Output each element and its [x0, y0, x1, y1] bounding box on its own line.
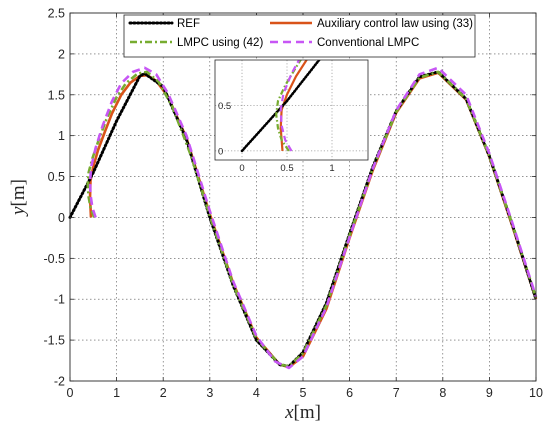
x-tick-label: 1: [113, 386, 120, 400]
legend-label: LMPC using (42): [177, 37, 263, 49]
inset-x-tick-label: 0.5: [280, 163, 293, 174]
x-axis-unit: [m]: [294, 402, 321, 423]
x-tick-label: 5: [300, 386, 307, 400]
x-tick-label: 3: [206, 386, 213, 400]
y-tick-label: 0.5: [48, 170, 65, 184]
y-axis-label: y[m]: [8, 179, 29, 217]
inset-y-tick-label: 0.5: [218, 101, 231, 112]
y-tick-label: 1: [58, 129, 65, 143]
series-line-3: [88, 66, 538, 370]
series-layer: [68, 66, 538, 370]
inset-y-tick-label: 0: [218, 146, 223, 157]
x-tick-label: 7: [393, 386, 400, 400]
x-axis-var: x: [284, 402, 294, 423]
inset-x-tick-label: 1: [329, 163, 334, 174]
y-tick-label: -0.5: [43, 252, 65, 266]
x-tick-label: 2: [160, 386, 167, 400]
x-tick-label: 8: [439, 386, 446, 400]
x-axis-label: x[m]: [284, 402, 321, 423]
y-tick-label: 0: [58, 211, 65, 225]
x-tick-label: 0: [67, 386, 74, 400]
legend-label: REF: [177, 18, 200, 30]
inset-background: [215, 60, 368, 160]
inset-series-layer: [240, 60, 321, 153]
x-tick-label: 10: [529, 386, 543, 400]
x-tick-label: 6: [346, 386, 353, 400]
inset-series-line-3: [279, 60, 301, 152]
tick-layer: 0 1 2 3 4 5 6 7 8 9 10-2-1.5-1-0.500.511.522.5: [43, 7, 543, 401]
y-tick-label: 1.5: [48, 88, 65, 102]
legend: REF Auxiliary control law using (33) LMPC …: [123, 14, 476, 58]
y-tick-label: 2.5: [48, 7, 65, 21]
legend-label: Auxiliary control law using (33): [317, 18, 473, 30]
legend-label: Conventional LMPC: [317, 37, 419, 49]
inset-box: [214, 59, 369, 161]
x-tick-label: 9: [486, 386, 493, 400]
y-tick-label: -1.5: [43, 334, 65, 348]
inset-x-tick-label: 0: [239, 163, 244, 174]
y-axis-var: y: [8, 206, 29, 217]
y-tick-label: -2: [54, 375, 65, 389]
x-tick-label: 4: [253, 386, 260, 400]
inset-plot: 0 0.5 1 0 0.5: [214, 59, 369, 174]
y-tick-label: -1: [54, 293, 65, 307]
y-axis-unit: [m]: [8, 179, 29, 206]
y-tick-label: 2: [58, 47, 65, 61]
